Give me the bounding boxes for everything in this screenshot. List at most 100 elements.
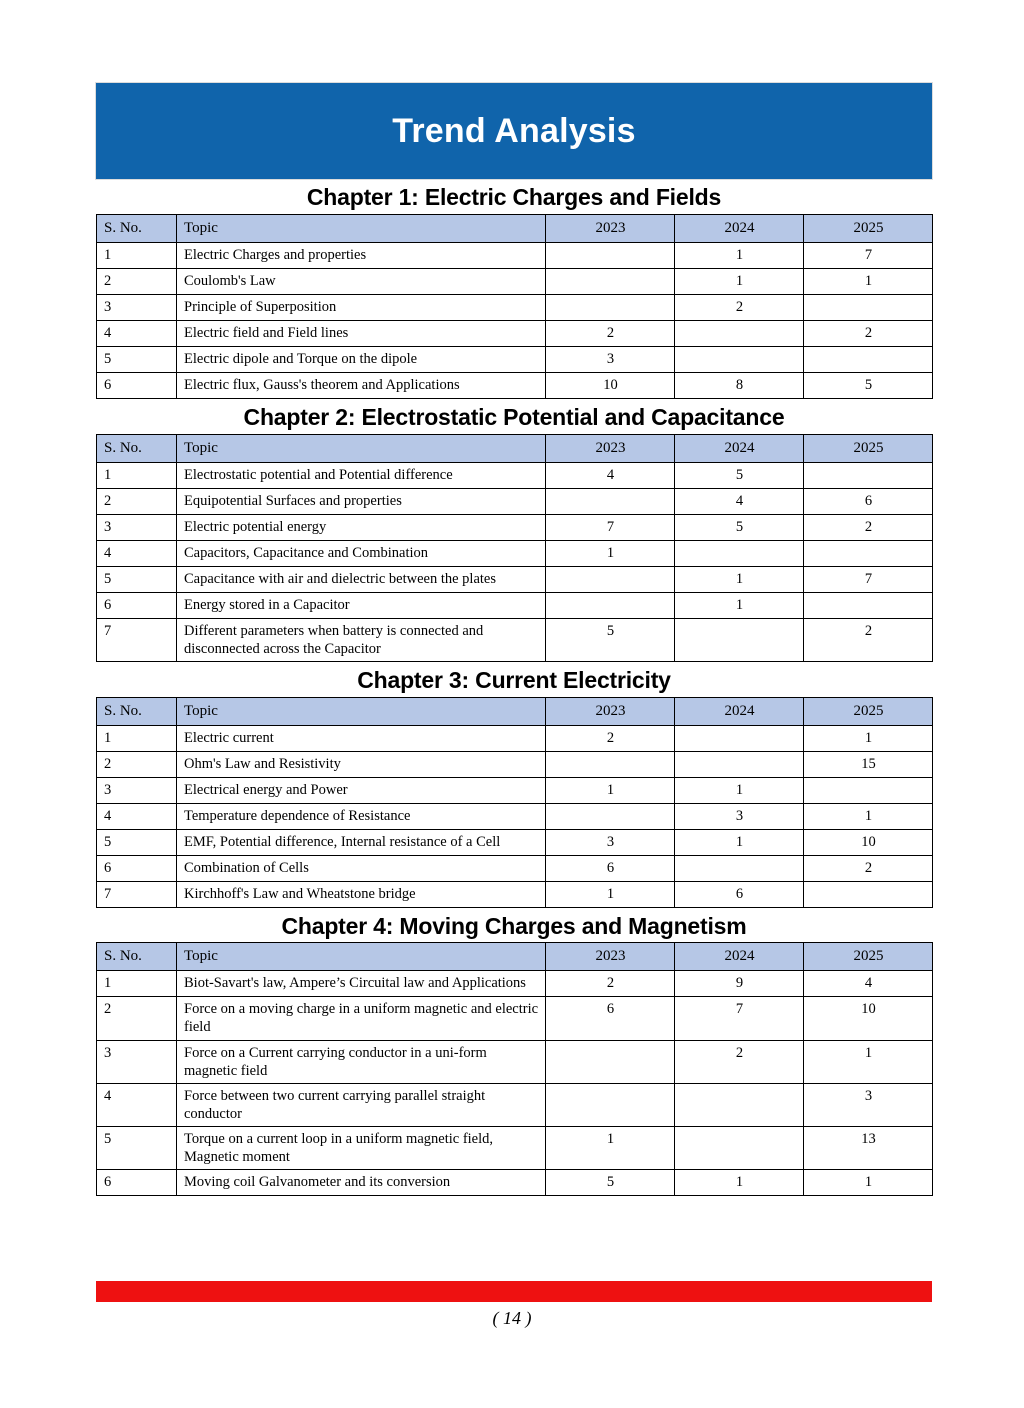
banner-title: Trend Analysis — [392, 112, 636, 150]
cell-2023 — [545, 565, 675, 593]
column-header-year-2023: 2023 — [545, 696, 675, 726]
table-header-row: S. No. Topic 2023 2024 2025 — [96, 696, 933, 726]
trend-table: S. No. Topic 2023 2024 2025 1 Electrostatic po… — [96, 433, 933, 662]
cell-sno: 3 — [96, 776, 177, 804]
cell-sno: 1 — [96, 724, 177, 752]
cell-2023 — [545, 1082, 675, 1128]
cell-2024: 3 — [674, 802, 804, 830]
cell-2023 — [545, 802, 675, 830]
cell-2024: 6 — [674, 880, 804, 908]
cell-2025 — [803, 345, 933, 373]
cell-topic: Temperature dependence of Resistance — [176, 802, 546, 830]
cell-2023: 10 — [545, 371, 675, 399]
cell-2025: 10 — [803, 828, 933, 856]
cell-sno: 2 — [96, 487, 177, 515]
cell-2024: 5 — [674, 513, 804, 541]
column-header-year-2023: 2023 — [545, 213, 675, 243]
cell-topic: Different parameters when battery is con… — [176, 617, 546, 662]
cell-2023: 7 — [545, 513, 675, 541]
cell-2023: 2 — [545, 724, 675, 752]
cell-2023: 5 — [545, 1169, 675, 1197]
cell-topic: Electric field and Field lines — [176, 319, 546, 347]
column-header-sno: S. No. — [96, 213, 177, 243]
cell-sno: 4 — [96, 802, 177, 830]
column-header-year-2023: 2023 — [545, 942, 675, 972]
cell-sno: 6 — [96, 591, 177, 619]
column-header-year-2024: 2024 — [674, 696, 804, 726]
cell-2025: 6 — [803, 487, 933, 515]
cell-topic: Combination of Cells — [176, 854, 546, 882]
table-row: 2 Equipotential Surfaces and properties 4 6 — [96, 487, 933, 515]
table-header-row: S. No. Topic 2023 2024 2025 — [96, 213, 933, 243]
table-row: 2 Ohm's Law and Resistivity 15 — [96, 750, 933, 778]
cell-sno: 1 — [96, 241, 177, 269]
cell-sno: 7 — [96, 617, 177, 662]
cell-sno: 2 — [96, 267, 177, 295]
cell-topic: Electrostatic potential and Potential di… — [176, 461, 546, 489]
cell-2023: 2 — [545, 970, 675, 998]
cell-2023: 1 — [545, 776, 675, 804]
table-row: 5 EMF, Potential difference, Internal res… — [96, 828, 933, 856]
column-header-topic: Topic — [176, 433, 546, 463]
cell-topic: Force on a moving charge in a uniform ma… — [176, 996, 546, 1041]
cell-2024 — [674, 750, 804, 778]
table-row: 5 Torque on a current loop in a uniform m… — [96, 1125, 933, 1171]
table-row: 6 Combination of Cells 6 2 — [96, 854, 933, 882]
table-row: 3 Electric potential energy 7 5 2 — [96, 513, 933, 541]
cell-2025 — [803, 776, 933, 804]
column-header-sno: S. No. — [96, 433, 177, 463]
cell-sno: 2 — [96, 996, 177, 1041]
column-header-year-2024: 2024 — [674, 942, 804, 972]
cell-2024: 9 — [674, 970, 804, 998]
table-header-row: S. No. Topic 2023 2024 2025 — [96, 942, 933, 972]
cell-2025: 1 — [803, 267, 933, 295]
cell-2025 — [803, 591, 933, 619]
cell-2025: 3 — [803, 1082, 933, 1128]
cell-2024: 1 — [674, 565, 804, 593]
cell-sno: 4 — [96, 1082, 177, 1128]
cell-2025: 1 — [803, 802, 933, 830]
cell-2023 — [545, 487, 675, 515]
chapter-section: Chapter 1: Electric Charges and Fields S.… — [96, 184, 933, 399]
column-header-topic: Topic — [176, 942, 546, 972]
cell-sno: 3 — [96, 293, 177, 321]
cell-2025: 1 — [803, 724, 933, 752]
cell-sno: 5 — [96, 565, 177, 593]
chapter-section: Chapter 4: Moving Charges and Magnetism S… — [96, 913, 933, 1197]
cell-topic: Force on a Current carrying conductor in… — [176, 1039, 546, 1084]
cell-2025: 4 — [803, 970, 933, 998]
cell-2025: 7 — [803, 241, 933, 269]
chapter-heading: Chapter 1: Electric Charges and Fields — [306, 184, 722, 210]
cell-topic: Electric dipole and Torque on the dipole — [176, 345, 546, 373]
chapter-heading: Chapter 2: Electrostatic Potential and C… — [243, 403, 785, 430]
table-row: 6 Electric flux, Gauss's theorem and Appl… — [96, 371, 933, 399]
column-header-topic: Topic — [176, 213, 546, 243]
cell-topic: Electric current — [176, 724, 546, 752]
cell-2025: 10 — [803, 996, 933, 1041]
cell-2024: 2 — [674, 1039, 804, 1084]
chapter-section: Chapter 3: Current Electricity S. No. Topi… — [96, 667, 933, 908]
cell-2025: 7 — [803, 565, 933, 593]
cell-2024: 4 — [674, 487, 804, 515]
table-row: 4 Capacitors, Capacitance and Combination… — [96, 539, 933, 567]
column-header-year-2024: 2024 — [674, 213, 804, 243]
cell-2023: 6 — [545, 996, 675, 1041]
table-row: 4 Force between two current carrying para… — [96, 1082, 933, 1128]
table-row: 1 Electric current 2 1 — [96, 724, 933, 752]
cell-topic: Electric Charges and properties — [176, 241, 546, 269]
cell-topic: Ohm's Law and Resistivity — [176, 750, 546, 778]
cell-sno: 5 — [96, 1125, 177, 1171]
table-header-row: S. No. Topic 2023 2024 2025 — [96, 433, 933, 463]
cell-2024 — [674, 854, 804, 882]
table-row: 3 Force on a Current carrying conductor i… — [96, 1039, 933, 1084]
trend-table: S. No. Topic 2023 2024 2025 1 Biot-Savart's la… — [96, 942, 933, 1197]
cell-2025: 13 — [803, 1125, 933, 1171]
cell-sno: 5 — [96, 345, 177, 373]
cell-2024 — [674, 1082, 804, 1128]
chapters-container: Chapter 1: Electric Charges and Fields S.… — [96, 184, 933, 1197]
cell-sno: 1 — [96, 970, 177, 998]
cell-topic: Torque on a current loop in a uniform ma… — [176, 1125, 546, 1171]
cell-sno: 4 — [96, 539, 177, 567]
chapter-section: Chapter 2: Electrostatic Potential and C… — [96, 403, 933, 662]
cell-2024: 1 — [674, 776, 804, 804]
